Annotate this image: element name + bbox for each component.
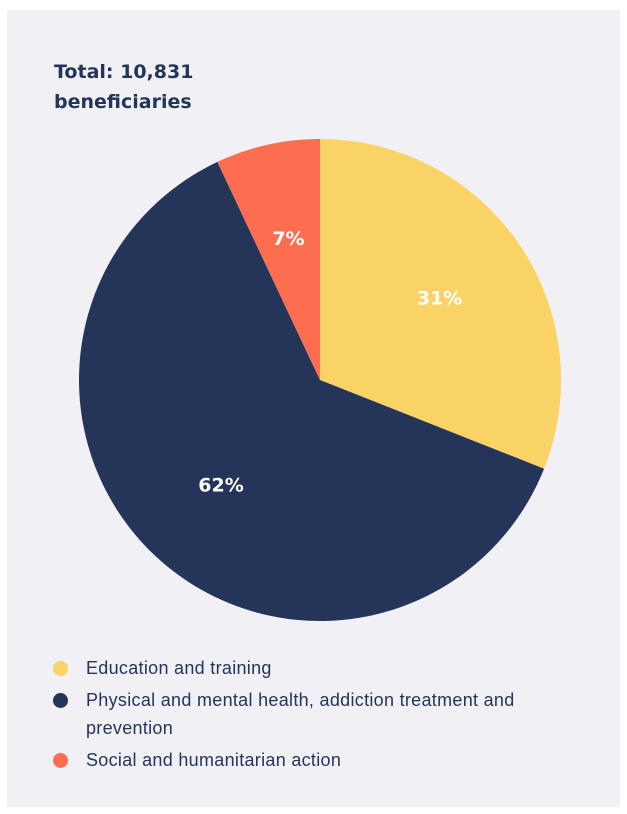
legend-item-education: Education and training — [52, 654, 566, 682]
pie-label-health: 62% — [198, 474, 243, 496]
legend-swatch-social — [53, 753, 68, 768]
pie-label-social: 7% — [272, 228, 304, 250]
legend-item-health: Physical and mental health, addiction tr… — [52, 686, 566, 742]
pie-slice-social — [217, 139, 320, 380]
chart-title-line-2: beneficiaries — [54, 91, 192, 113]
legend-label-education: Education and training — [86, 658, 272, 678]
legend-swatch-health — [53, 693, 68, 708]
legend-label-health: Physical and mental health, addiction tr… — [86, 690, 515, 738]
pie-slice-education — [320, 139, 561, 469]
legend-swatch-education — [53, 661, 68, 676]
legend-item-social: Social and humanitarian action — [52, 746, 566, 774]
legend-label-social: Social and humanitarian action — [86, 750, 342, 770]
chart-title-line-1: Total: 10,831 — [54, 61, 194, 83]
chart-legend: Education and training Physical and ment… — [52, 654, 572, 778]
pie-slice-health — [79, 161, 545, 621]
chart-title: Total: 10,831 beneficiaries — [54, 57, 354, 117]
pie-label-education: 31% — [417, 288, 462, 310]
